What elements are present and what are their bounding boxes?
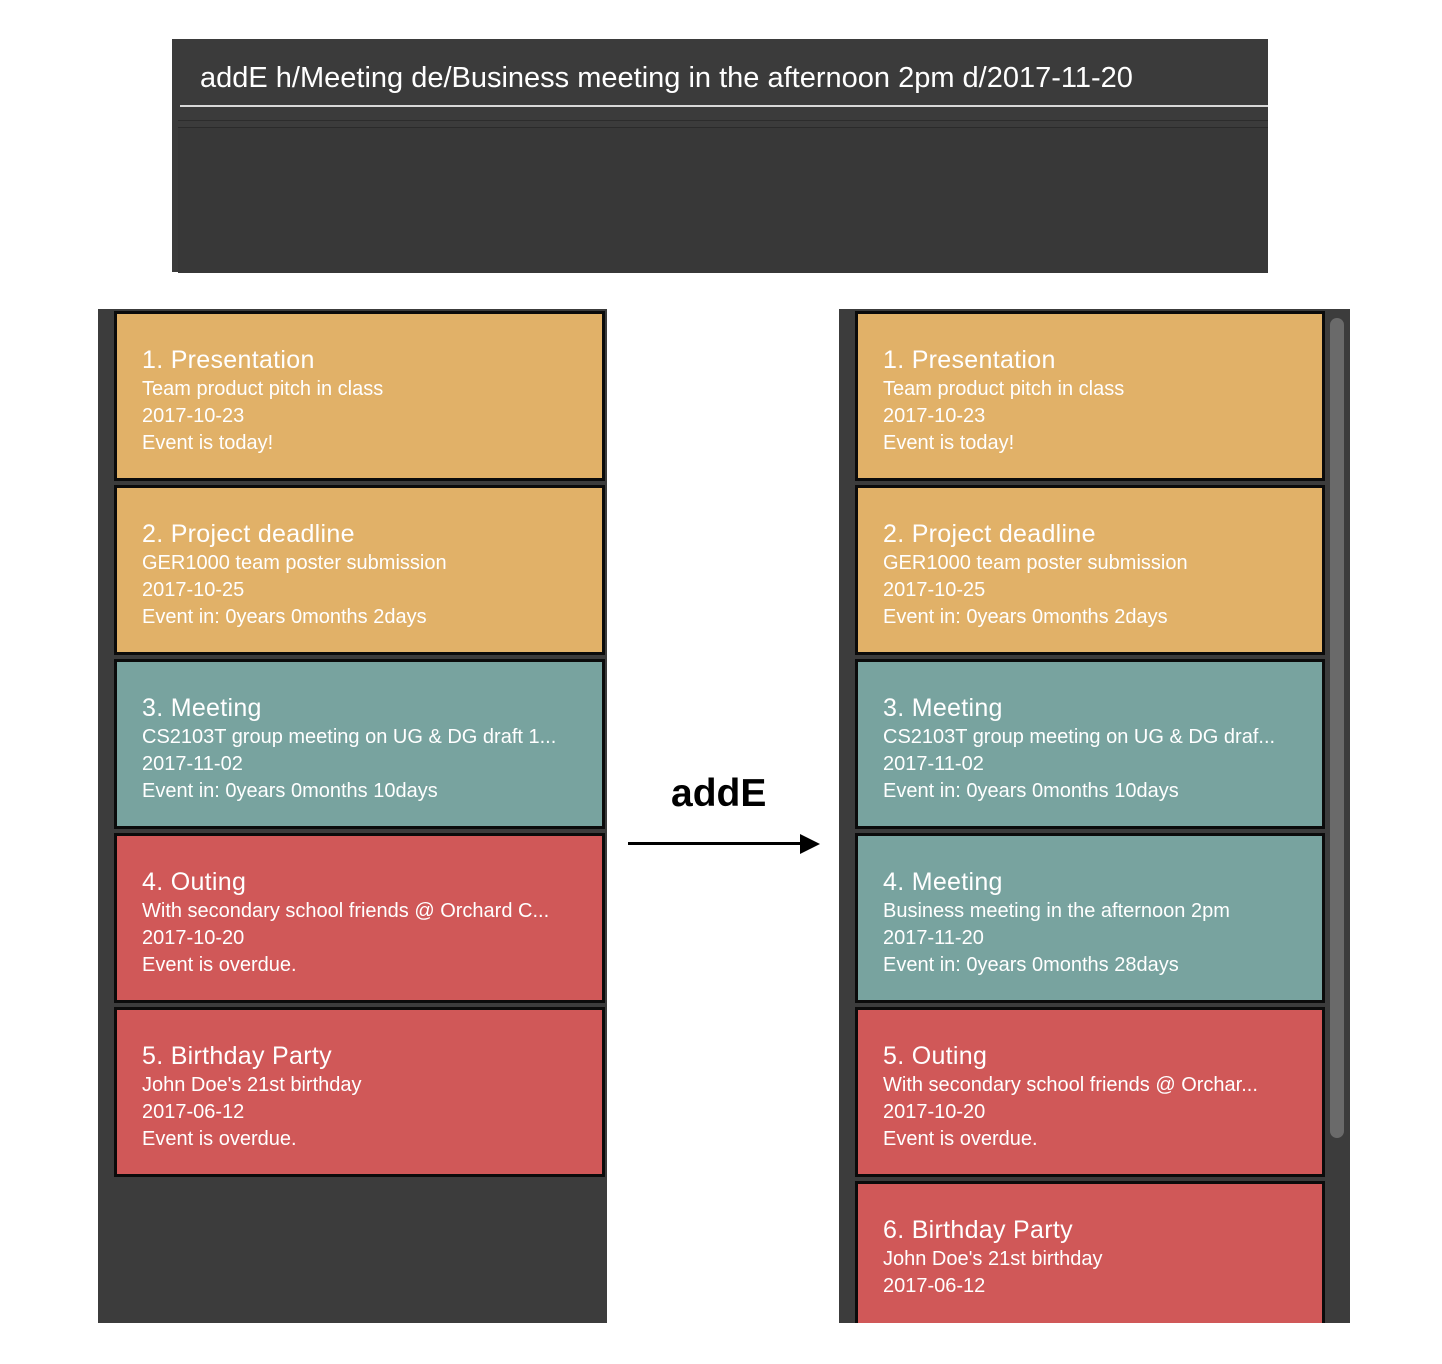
event-card[interactable]: 3. Meeting CS2103T group meeting on UG & … (114, 659, 605, 829)
event-card[interactable]: 6. Birthday Party John Doe's 21st birthda… (855, 1181, 1325, 1323)
event-card[interactable]: 1. Presentation Team product pitch in cla… (855, 311, 1325, 481)
event-title: 1. Presentation (883, 346, 1056, 374)
event-title: 3. Meeting (142, 694, 262, 722)
event-date: 2017-11-20 (883, 927, 984, 949)
arrow-line (628, 842, 804, 845)
event-status: Event is overdue. (142, 1128, 297, 1150)
result-display (178, 120, 1268, 273)
event-list-before[interactable]: 1. Presentation Team product pitch in cla… (98, 309, 607, 1323)
event-status: Event is today! (142, 432, 274, 454)
event-status: Event in: 0years 0months 28days (883, 954, 1179, 976)
list-scrollbar[interactable] (1330, 318, 1344, 1138)
event-date: 2017-10-20 (142, 927, 245, 949)
event-title: 2. Project deadline (883, 520, 1096, 548)
event-description: CS2103T group meeting on UG & DG draft 1… (142, 726, 557, 748)
event-description: John Doe's 21st birthday (883, 1248, 1103, 1270)
event-description: GER1000 team poster submission (142, 552, 447, 574)
event-title: 4. Meeting (883, 868, 1003, 896)
event-date: 2017-10-25 (142, 579, 245, 601)
event-date: 2017-10-23 (142, 405, 245, 427)
event-card[interactable]: 3. Meeting CS2103T group meeting on UG & … (855, 659, 1325, 829)
event-title: 5. Birthday Party (142, 1042, 332, 1070)
event-card[interactable]: 2. Project deadline GER1000 team poster s… (855, 485, 1325, 655)
arrow-label: addE (671, 772, 767, 815)
event-title: 3. Meeting (883, 694, 1003, 722)
event-status: Event in: 0years 0months 2days (142, 606, 427, 628)
event-description: GER1000 team poster submission (883, 552, 1188, 574)
event-date: 2017-10-23 (883, 405, 986, 427)
event-status: Event in: 0years 0months 10days (883, 780, 1179, 802)
event-date: 2017-11-02 (142, 753, 243, 775)
arrow-head-icon (800, 834, 820, 854)
event-date: 2017-06-12 (142, 1101, 245, 1123)
event-date: 2017-10-25 (883, 579, 986, 601)
event-status: Event in: 0years 0months 2days (883, 606, 1168, 628)
event-status: Event in: 0years 0months 10days (142, 780, 438, 802)
event-description: Team product pitch in class (142, 378, 384, 400)
event-date: 2017-06-12 (883, 1275, 986, 1297)
event-card[interactable]: 5. Birthday Party John Doe's 21st birthda… (114, 1007, 605, 1177)
event-card[interactable]: 2. Project deadline GER1000 team poster s… (114, 485, 605, 655)
event-card[interactable]: 4. Outing With secondary school friends @… (114, 833, 605, 1003)
event-title: 2. Project deadline (142, 520, 355, 548)
event-date: 2017-11-02 (883, 753, 984, 775)
event-date: 2017-10-20 (883, 1101, 986, 1123)
event-description: With secondary school friends @ Orchar..… (883, 1074, 1258, 1096)
event-status: Event is today! (883, 432, 1015, 454)
event-description: Team product pitch in class (883, 378, 1125, 400)
event-list-after[interactable]: 1. Presentation Team product pitch in cla… (839, 309, 1350, 1323)
event-card[interactable]: 4. Meeting Business meeting in the aftern… (855, 833, 1325, 1003)
event-title: 4. Outing (142, 868, 247, 896)
event-description: John Doe's 21st birthday (142, 1074, 362, 1096)
command-panel: addE h/Meeting de/Business meeting in th… (172, 39, 1268, 273)
command-input[interactable]: addE h/Meeting de/Business meeting in th… (180, 39, 1268, 107)
event-card[interactable]: 5. Outing With secondary school friends @… (855, 1007, 1325, 1177)
event-description: CS2103T group meeting on UG & DG draf... (883, 726, 1276, 748)
event-title: 5. Outing (883, 1042, 988, 1070)
event-status: Event is overdue. (883, 1128, 1038, 1150)
event-title: 1. Presentation (142, 346, 315, 374)
event-title: 6. Birthday Party (883, 1216, 1073, 1244)
event-description: Business meeting in the afternoon 2pm (883, 900, 1230, 922)
event-status: Event is overdue. (142, 954, 297, 976)
event-description: With secondary school friends @ Orchard … (142, 900, 550, 922)
event-card[interactable]: 1. Presentation Team product pitch in cla… (114, 311, 605, 481)
